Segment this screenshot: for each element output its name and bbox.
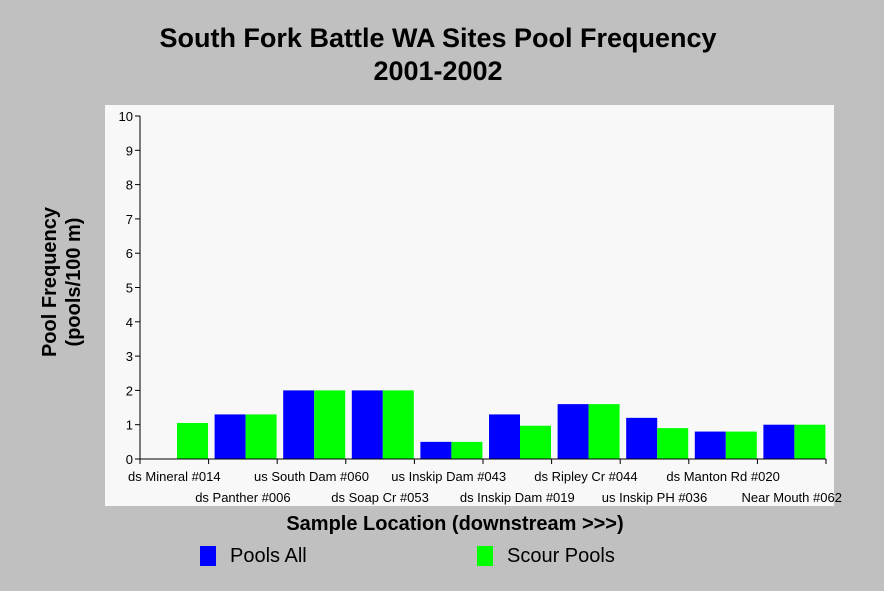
y-tick-label: 3 [126,349,133,364]
bar-pools-all [351,390,383,459]
x-tick-label: ds Mineral #014 [128,469,221,484]
x-tick-label: Near Mouth #062 [741,490,841,505]
bar-pools-all [283,390,315,459]
x-tick-label: ds Inskip Dam #019 [460,490,575,505]
bar-scour-pools [588,404,620,459]
bar-scour-pools [657,428,689,459]
x-tick-label: us Inskip Dam #043 [391,469,506,484]
legend-item-pools-all: Pools All [200,544,307,568]
y-tick-label: 4 [126,315,133,330]
y-tick-label: 9 [126,143,133,158]
bar-pools-all [557,404,589,459]
legend-swatch-pools-all [200,546,216,566]
bar-scour-pools [314,390,346,459]
x-tick-label: ds Ripley Cr #044 [534,469,637,484]
y-tick-label: 5 [126,281,133,296]
bar-scour-pools [794,424,826,459]
y-tick-label: 7 [126,212,133,227]
x-tick-label: ds Panther #006 [195,490,290,505]
legend-label-scour-pools: Scour Pools [507,544,615,567]
x-tick-label: ds Manton Rd #020 [666,469,779,484]
bar-scour-pools [725,431,757,459]
bar-scour-pools [520,425,551,459]
legend-label-pools-all: Pools All [230,544,307,567]
x-tick-label: us Inskip PH #036 [602,490,708,505]
chart-title: South Fork Battle WA Sites Pool Frequenc… [0,22,876,88]
bar-scour-pools [451,441,483,459]
bar-scour-pools [177,422,208,459]
bar-pools-all [763,424,795,459]
chart-title-line2: 2001-2002 [373,56,503,86]
y-tick-label: 10 [119,109,133,124]
bar-scour-pools [245,414,277,459]
y-tick-label: 2 [126,383,133,398]
y-tick-label: 0 [126,452,133,467]
bar-pools-all [489,414,520,459]
legend-item-scour-pools: Scour Pools [477,544,615,568]
y-tick-label: 8 [126,178,133,193]
bar-pools-all [420,441,452,459]
bar-scour-pools [382,390,414,459]
y-tick-label: 1 [126,418,133,433]
bar-pools-all [626,417,658,459]
bar-pools-all [694,431,726,459]
x-tick-label: us South Dam #060 [254,469,369,484]
chart-title-line1: South Fork Battle WA Sites Pool Frequenc… [159,23,717,53]
x-axis-label: Sample Location (downstream >>>) [286,513,624,535]
bar-pools-all [214,414,246,459]
y-tick-label: 6 [126,246,133,261]
x-tick-label: ds Soap Cr #053 [331,490,429,505]
legend-swatch-scour-pools [477,546,493,566]
